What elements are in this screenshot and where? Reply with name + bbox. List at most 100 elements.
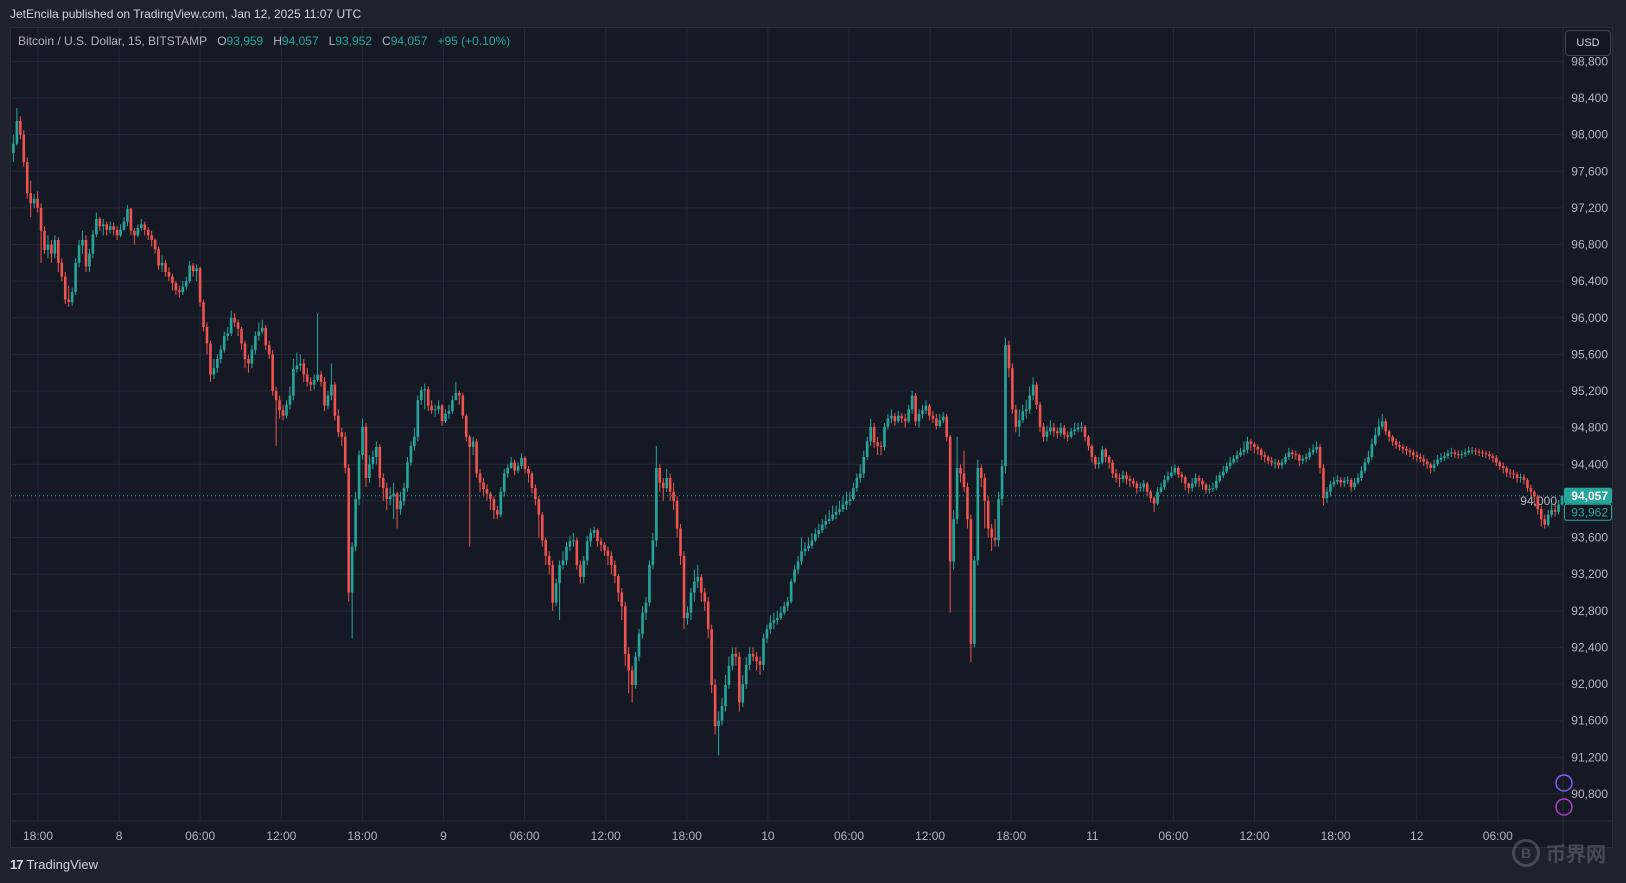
candle — [572, 532, 575, 547]
candle — [150, 230, 153, 247]
candle-body — [969, 519, 973, 644]
candle — [430, 400, 433, 414]
candle — [658, 464, 662, 492]
open-value: 93,959 — [226, 34, 264, 48]
candle — [1094, 455, 1097, 469]
candle — [917, 409, 921, 428]
candle-body — [1170, 472, 1173, 477]
candle — [679, 523, 682, 566]
candle-body — [122, 221, 126, 230]
candle-body — [1190, 483, 1194, 489]
candle — [686, 606, 689, 625]
candle — [883, 423, 886, 451]
candle — [278, 395, 281, 419]
candle-body — [990, 528, 993, 538]
candle-body — [74, 262, 77, 293]
candle-body — [1059, 427, 1063, 434]
candle-body — [1329, 484, 1332, 492]
candle — [803, 542, 807, 556]
candle — [990, 523, 993, 552]
candle-body — [717, 720, 720, 727]
candle — [458, 391, 461, 405]
candle — [862, 450, 866, 479]
candle — [727, 656, 731, 689]
candle — [25, 157, 29, 199]
candle — [1546, 510, 1550, 527]
candle-body — [1481, 452, 1484, 454]
alert-marker-icon[interactable] — [1555, 798, 1573, 816]
chart-pane[interactable]: 98,800 98,400 98,000 97,600 97,200 96,800 96,4… — [10, 27, 1614, 849]
candle — [22, 130, 26, 167]
candle — [814, 528, 817, 543]
candle — [938, 413, 942, 428]
candle — [108, 221, 112, 234]
candle — [983, 473, 987, 529]
candle — [471, 436, 475, 456]
candle-body — [648, 565, 651, 603]
candle-body — [195, 268, 198, 272]
candle-body — [820, 524, 824, 531]
candle — [1491, 453, 1495, 463]
candle — [935, 413, 938, 430]
candle — [447, 404, 451, 419]
candle-body — [1398, 445, 1401, 447]
candle — [872, 423, 876, 448]
candle — [43, 226, 46, 254]
low-value: 93,952 — [335, 34, 373, 48]
candle — [112, 222, 115, 236]
candle — [1049, 420, 1052, 435]
candle-body — [810, 540, 814, 546]
candle — [91, 229, 95, 259]
alert-marker-icon[interactable] — [1555, 774, 1573, 792]
candle — [693, 569, 696, 602]
candle-body — [1152, 498, 1156, 504]
candle-body — [1526, 479, 1529, 489]
candle — [126, 205, 129, 227]
candle — [1000, 459, 1004, 506]
candle — [1519, 473, 1522, 483]
candle — [281, 404, 285, 421]
candle-body — [1418, 456, 1422, 459]
candle — [1539, 505, 1543, 527]
candle — [1100, 445, 1104, 465]
candle-body — [1215, 480, 1218, 489]
candle — [195, 264, 198, 282]
candle-body — [274, 391, 278, 401]
candle — [831, 505, 834, 522]
candle — [530, 471, 534, 494]
candle-body — [603, 544, 606, 551]
price-tick-label: 91,600 — [1571, 714, 1608, 728]
candle-body — [661, 482, 665, 489]
candle-body — [983, 478, 987, 501]
candle — [817, 523, 821, 538]
candle-body — [1073, 429, 1076, 432]
currency-button[interactable]: USD — [1565, 30, 1611, 56]
candle-body — [202, 302, 205, 327]
candle — [77, 239, 81, 268]
candle — [637, 629, 641, 662]
candle — [492, 496, 496, 520]
candle-body — [800, 551, 803, 562]
candle — [1017, 409, 1021, 437]
candle — [1498, 460, 1502, 470]
symbol-name[interactable]: Bitcoin / U.S. Dollar, 15, BITSTAMP — [18, 34, 208, 48]
candle-body — [897, 415, 900, 422]
candle — [1443, 452, 1446, 461]
candlestick-chart[interactable]: 98,800 98,400 98,000 97,600 97,200 96,800 96,4… — [11, 28, 1614, 849]
candle — [1495, 455, 1498, 467]
candle — [696, 565, 700, 588]
candle — [50, 239, 53, 263]
tradingview-logo[interactable]: 17 TradingView — [10, 857, 98, 872]
candle-body — [243, 343, 247, 359]
symbol-legend: Bitcoin / U.S. Dollar, 15, BITSTAMP O93,… — [18, 34, 510, 48]
candle-body — [216, 358, 219, 369]
candle-body — [115, 229, 119, 236]
candle-body — [1087, 436, 1090, 446]
candle-body — [744, 664, 748, 685]
candle-body — [644, 602, 648, 613]
candle-body — [1000, 466, 1004, 500]
candle — [1211, 482, 1215, 492]
candle — [1225, 462, 1229, 474]
price-tick-label: 95,600 — [1571, 347, 1608, 361]
candle-body — [1456, 454, 1460, 456]
